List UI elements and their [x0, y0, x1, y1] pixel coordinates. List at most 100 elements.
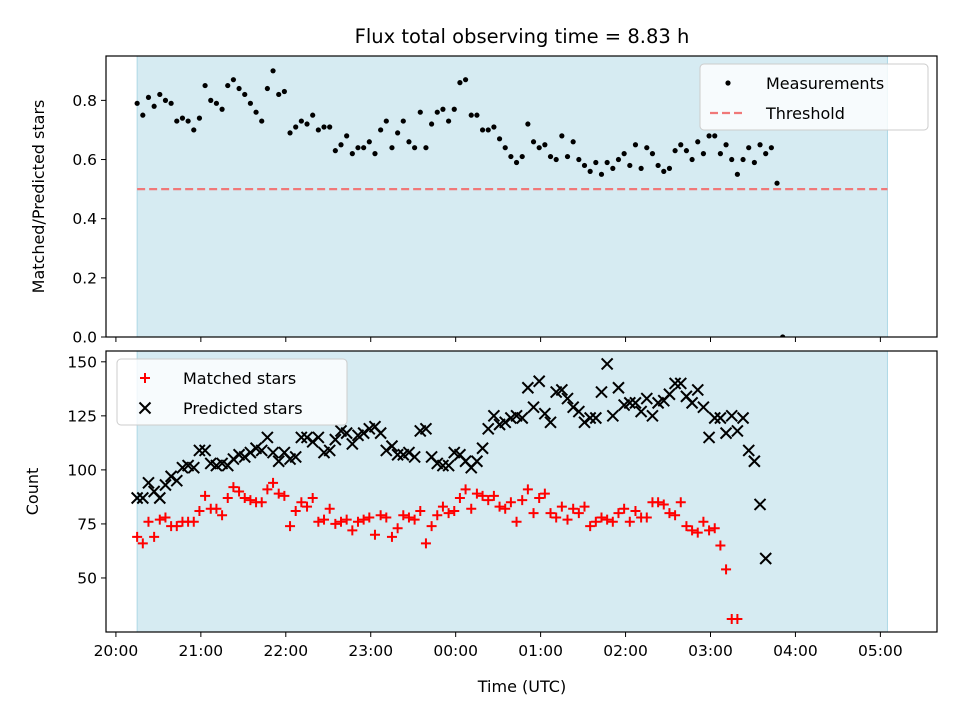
data-point [415, 505, 426, 516]
data-point [477, 490, 488, 501]
data-point [487, 409, 501, 423]
legend-label: Threshold [765, 104, 845, 123]
data-point [644, 145, 650, 151]
series-predicted-stars [130, 357, 772, 565]
data-point [513, 159, 520, 166]
data-point [137, 538, 148, 549]
data-point [658, 499, 669, 510]
data-point [281, 88, 287, 95]
data-point [471, 488, 482, 499]
data-point [171, 521, 182, 532]
data-point [551, 512, 562, 523]
data-point [479, 127, 486, 133]
data-point [457, 80, 463, 86]
y-tick-label: 0.4 [72, 210, 97, 228]
data-point [293, 124, 299, 130]
data-point [668, 377, 682, 390]
data-point [188, 516, 199, 527]
data-point [740, 156, 746, 163]
data-point [702, 431, 716, 444]
data-point [621, 151, 627, 157]
data-point [211, 503, 222, 514]
data-point [505, 497, 516, 508]
legend-marker [140, 373, 150, 383]
data-point [494, 501, 505, 512]
data-point [153, 491, 167, 505]
data-point [678, 142, 684, 148]
data-point [763, 151, 769, 157]
data-point [272, 455, 285, 468]
data-point [547, 153, 554, 160]
data-point [344, 133, 350, 139]
data-point [313, 516, 324, 527]
data-point [336, 516, 347, 527]
data-point [753, 498, 767, 511]
data-point [581, 162, 588, 169]
data-point [482, 422, 495, 436]
data-point [400, 118, 406, 124]
data-point [247, 100, 253, 106]
data-point [289, 450, 302, 464]
data-point [534, 492, 545, 503]
data-point [222, 492, 233, 503]
data-point [239, 492, 250, 503]
data-point [429, 121, 435, 127]
data-point [536, 145, 542, 151]
data-point [179, 115, 186, 121]
x-tick-label: 00:00 [433, 642, 478, 660]
y-axis-label: Count [23, 468, 42, 516]
data-point [572, 405, 586, 418]
data-point [483, 495, 494, 506]
x-tick-label: 22:00 [263, 642, 308, 660]
data-point [691, 383, 704, 397]
data-point [145, 94, 152, 101]
data-point [757, 142, 763, 148]
legend: Measurements Threshold [699, 63, 929, 131]
data-point [321, 124, 327, 130]
x-tick-label: 04:00 [773, 642, 818, 660]
data-point [194, 505, 205, 516]
data-point [748, 455, 761, 468]
data-point [538, 407, 552, 420]
data-point [352, 516, 363, 527]
data-point [583, 411, 597, 425]
data-point [364, 512, 375, 523]
data-point [600, 357, 614, 371]
data-point [746, 145, 752, 151]
data-point [598, 171, 605, 177]
data-point [742, 444, 755, 457]
data-point [198, 444, 212, 457]
data-point [202, 82, 208, 89]
data-point [774, 180, 780, 186]
x-tick-label: 20:00 [94, 642, 139, 660]
data-point [641, 512, 652, 523]
data-point [185, 118, 191, 124]
data-point [236, 85, 242, 92]
data-point [136, 491, 150, 505]
data-point [624, 516, 635, 527]
data-point [242, 91, 248, 98]
data-point [725, 409, 738, 423]
data-point [323, 444, 336, 457]
data-point [502, 145, 508, 151]
data-point [553, 156, 559, 163]
data-point [302, 501, 313, 512]
data-point [768, 145, 774, 151]
data-point [528, 508, 539, 519]
data-point [296, 497, 307, 508]
data-point [290, 505, 301, 516]
data-point [734, 171, 740, 177]
data-point [132, 531, 143, 542]
bottom-panel: 50 75 100 125 150 20:00 21:00 22:00 23:00 00:00 01… [23, 350, 938, 660]
data-point [663, 388, 676, 401]
data-point [561, 392, 574, 405]
axes-frame [105, 350, 938, 633]
data-point [468, 112, 474, 118]
data-point [619, 503, 630, 514]
data-point [134, 100, 140, 106]
data-point [409, 514, 420, 525]
data-point [604, 159, 610, 166]
data-point [423, 145, 429, 151]
series-measurements [134, 68, 786, 337]
